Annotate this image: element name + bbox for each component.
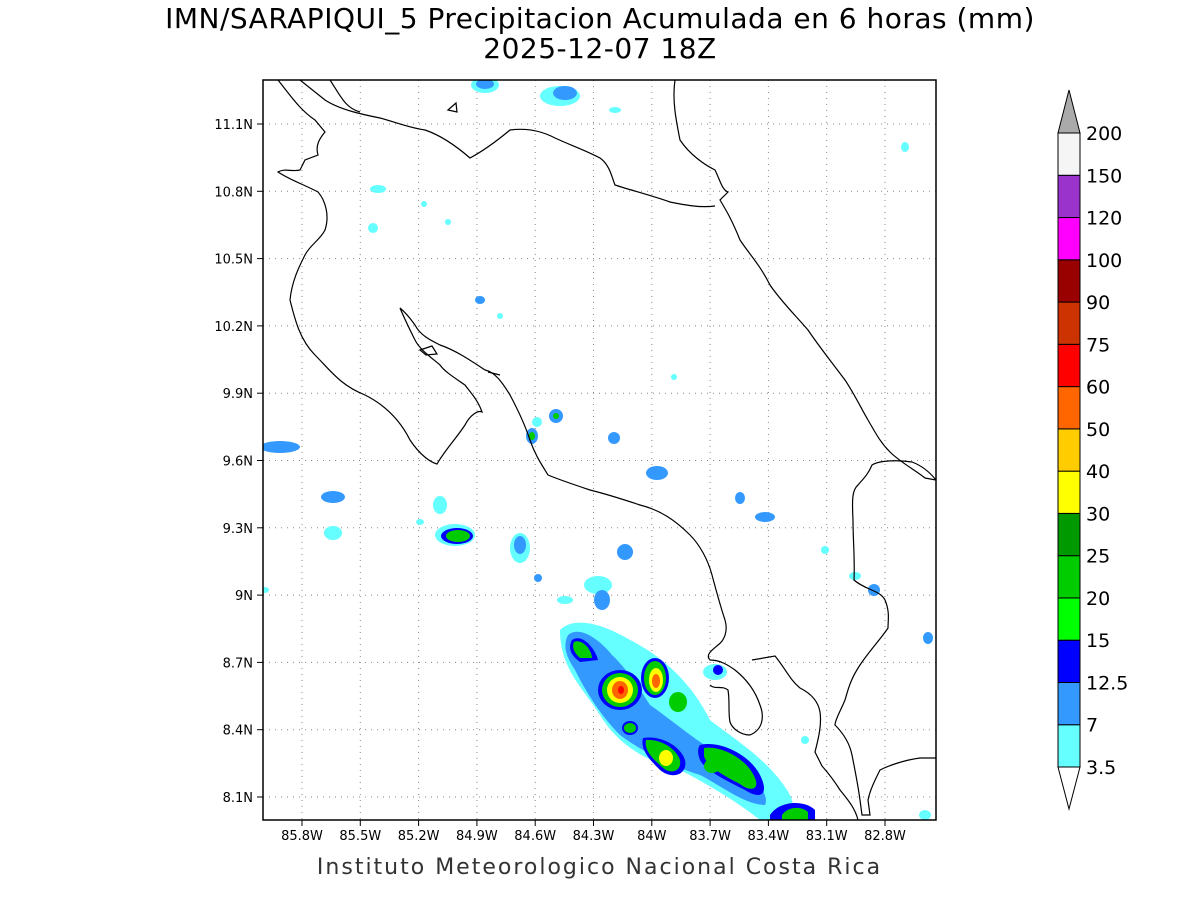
colorbar-level-label: 100 xyxy=(1086,250,1122,272)
lon-tick-label: 84W xyxy=(637,829,667,844)
colorbar-min-arrow xyxy=(1057,766,1081,811)
colorbar-max-arrow xyxy=(1057,89,1081,134)
coastlines xyxy=(276,80,936,820)
lon-tick-label: 85.8W xyxy=(281,829,323,844)
colorbar-level-label: 50 xyxy=(1086,419,1110,441)
lon-tick-label: 83.7W xyxy=(689,829,731,844)
colorbar-swatch xyxy=(1057,639,1081,683)
lat-tick-label: 8.7N xyxy=(223,656,253,671)
rain-cells-west xyxy=(263,107,933,820)
colorbar-swatch xyxy=(1057,681,1081,726)
colorbar-swatch xyxy=(1057,512,1081,557)
longitude-tick-labels: 85.8W 85.5W 85.2W 84.9W 84.6W 84.3W 84W 83.7W 83… xyxy=(281,820,906,844)
colorbar-swatch xyxy=(1057,555,1081,599)
colorbar-level-label: 20 xyxy=(1086,588,1110,610)
colorbar-swatch xyxy=(1057,386,1081,430)
colorbar-swatch xyxy=(1057,301,1081,345)
lon-tick-label: 82.8W xyxy=(864,829,906,844)
colorbar-level-label: 15 xyxy=(1086,630,1110,652)
colorbar-swatch xyxy=(1057,470,1081,514)
lat-tick-label: 9.3N xyxy=(223,522,253,537)
colorbar-level-label: 90 xyxy=(1086,292,1110,314)
colorbar-swatch xyxy=(1057,428,1081,472)
lat-tick-label: 10.5N xyxy=(214,253,253,268)
colorbar-swatch xyxy=(1057,259,1081,303)
colorbar-level-label: 12.5 xyxy=(1086,672,1128,694)
latitude-tick-labels: 11.1N 10.8N 10.5N 10.2N 9.9N 9.6N 9.3N 9N 8.7N 8.… xyxy=(214,118,263,806)
colorbar-level-label: 3.5 xyxy=(1086,757,1116,779)
lat-tick-label: 9.9N xyxy=(223,387,253,402)
map-title: IMN/SARAPIQUI_5 Precipitacion Acumulada … xyxy=(165,2,1035,35)
lat-tick-label: 8.1N xyxy=(223,791,253,806)
colorbar-level-label: 60 xyxy=(1086,377,1110,399)
lat-tick-label: 8.4N xyxy=(223,724,253,739)
credit-text: Instituto Meteorologico Nacional Costa R… xyxy=(316,855,883,880)
colorbar-swatch xyxy=(1057,174,1081,219)
lon-tick-label: 83.1W xyxy=(806,829,848,844)
lon-tick-label: 83.4W xyxy=(747,829,789,844)
precip-field xyxy=(263,80,933,820)
colorbar-swatch xyxy=(1057,343,1081,388)
colorbar-swatch xyxy=(1057,724,1081,768)
lat-tick-label: 9.6N xyxy=(223,455,253,470)
lon-tick-label: 84.6W xyxy=(514,829,556,844)
rain-cells-north xyxy=(471,80,580,106)
lat-tick-label: 11.1N xyxy=(214,118,253,133)
map-frame xyxy=(262,79,937,821)
colorbar: 3.5 7 12.5 15 20 25 30 40 50 60 75 90 100 120 150 200 xyxy=(1057,89,1128,811)
colorbar-level-label: 200 xyxy=(1086,123,1122,145)
lon-tick-label: 84.3W xyxy=(573,829,615,844)
colorbar-swatch xyxy=(1057,597,1081,641)
colorbar-level-label: 75 xyxy=(1086,334,1110,356)
colorbar-level-label: 7 xyxy=(1086,715,1098,737)
colorbar-level-label: 40 xyxy=(1086,461,1110,483)
colorbar-swatch xyxy=(1057,217,1081,261)
colorbar-level-label: 25 xyxy=(1086,546,1110,568)
lat-tick-label: 10.2N xyxy=(214,320,253,335)
lon-tick-label: 85.5W xyxy=(339,829,381,844)
colorbar-swatch xyxy=(1057,132,1081,176)
lon-tick-label: 85.2W xyxy=(398,829,440,844)
colorbar-level-label: 150 xyxy=(1086,165,1122,187)
colorbar-level-label: 120 xyxy=(1086,208,1122,230)
lon-tick-label: 84.9W xyxy=(456,829,498,844)
lat-tick-label: 10.8N xyxy=(214,185,253,200)
rain-band-south xyxy=(560,622,815,820)
map-datetime: 2025-12-07 18Z xyxy=(483,32,717,65)
lat-tick-label: 9N xyxy=(235,589,253,604)
colorbar-level-label: 30 xyxy=(1086,503,1110,525)
